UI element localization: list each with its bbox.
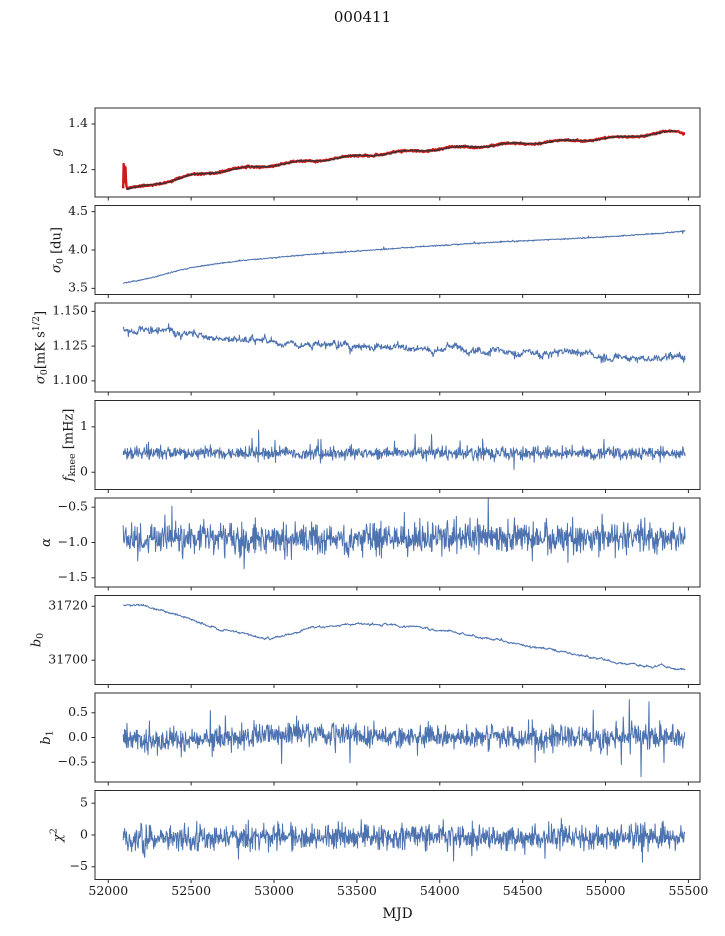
x-axis-label: MJD [382, 906, 413, 922]
figure-title: 000411 [333, 8, 392, 26]
